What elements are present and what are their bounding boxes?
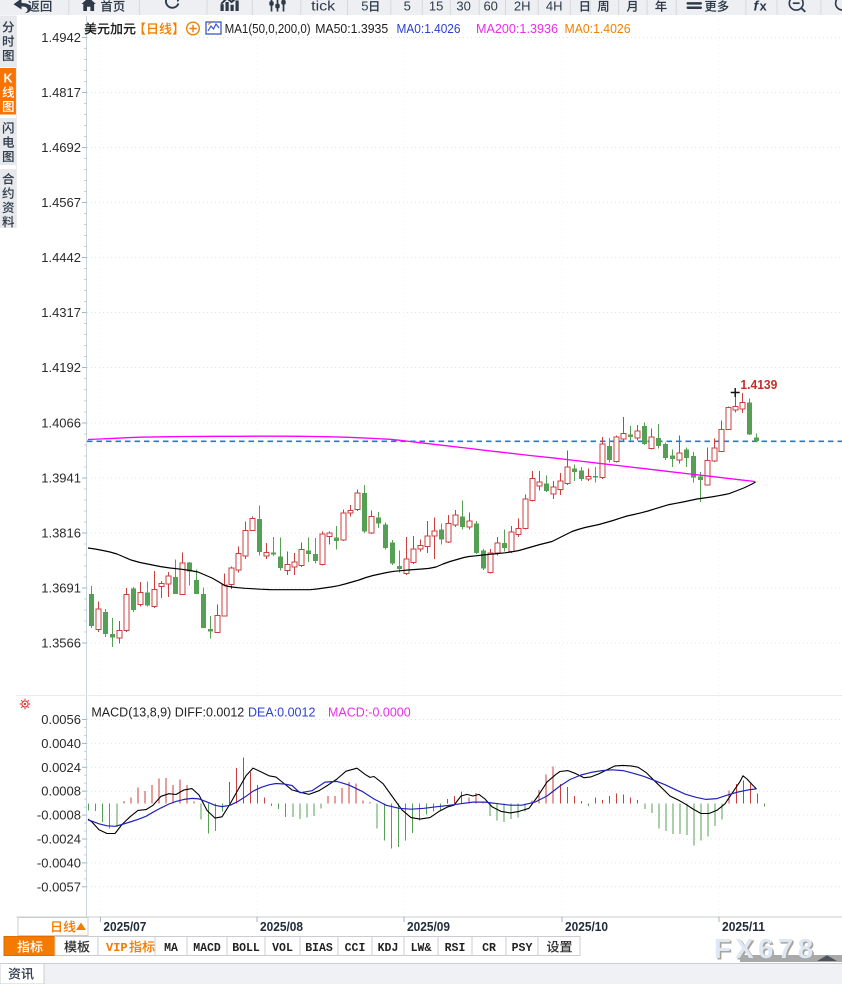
svg-text:BOLL: BOLL [232,942,260,955]
svg-text:1.4817: 1.4817 [41,85,81,100]
svg-text:1.4139: 1.4139 [740,377,777,392]
svg-text:60: 60 [483,0,497,14]
svg-text:VIP: VIP [106,941,128,955]
svg-text:MA0:1.4026: MA0:1.4026 [565,21,631,36]
svg-text:-0.0057: -0.0057 [37,879,81,894]
svg-text:KDJ: KDJ [378,942,399,955]
svg-text:PSY: PSY [512,942,533,955]
svg-text:0.0056: 0.0056 [41,712,81,727]
svg-text:MACD: MACD [193,942,221,955]
svg-text:1.4317: 1.4317 [41,305,81,320]
svg-text:1.3691: 1.3691 [41,581,81,596]
svg-text:1.4942: 1.4942 [41,30,81,45]
svg-text:2025/09: 2025/09 [407,920,450,934]
svg-text:1.3566: 1.3566 [41,636,81,651]
svg-text:MACD(13,8,9) DIFF:0.0012: MACD(13,8,9) DIFF:0.0012 [91,706,244,720]
svg-text:1.4066: 1.4066 [41,416,81,431]
svg-text:5: 5 [404,0,411,14]
svg-text:MA: MA [164,942,178,955]
svg-text:1.3941: 1.3941 [41,471,81,486]
svg-text:1.4692: 1.4692 [41,140,81,155]
svg-text:1.4442: 1.4442 [41,250,81,265]
svg-text:MA0:1.4026: MA0:1.4026 [397,21,461,36]
svg-text:2H: 2H [514,0,531,14]
svg-text:MACD:-0.0000: MACD:-0.0000 [328,706,411,720]
svg-text:2025/07: 2025/07 [103,920,146,934]
svg-text:30: 30 [456,0,470,14]
svg-text:f: f [754,0,760,14]
svg-text:0.0008: 0.0008 [41,784,81,799]
svg-text:2025/11: 2025/11 [722,920,765,934]
svg-text:-0.0040: -0.0040 [37,855,81,870]
svg-text:K: K [3,72,12,86]
svg-text:5: 5 [361,0,368,14]
svg-text:0.0024: 0.0024 [41,760,81,775]
svg-text:FX678: FX678 [714,933,818,964]
svg-text:1.4192: 1.4192 [41,360,81,375]
svg-text:MA200:1.3936: MA200:1.3936 [476,21,558,36]
svg-text:0.0040: 0.0040 [41,736,81,751]
svg-text:BIAS: BIAS [305,942,333,955]
svg-text:VOL: VOL [272,942,293,955]
svg-text:4H: 4H [546,0,563,14]
svg-text:RSI: RSI [445,942,466,955]
svg-text:2025/10: 2025/10 [565,920,608,934]
svg-text:LW&: LW& [411,942,432,955]
svg-text:-0.0024: -0.0024 [37,832,81,847]
svg-text:MA50:1.3935: MA50:1.3935 [315,21,388,36]
svg-text:x: x [760,0,768,14]
svg-text:-0.0008: -0.0008 [37,808,81,823]
svg-text:1.3816: 1.3816 [41,526,81,541]
svg-text:2025/08: 2025/08 [260,920,303,934]
svg-text:tick: tick [311,0,336,14]
svg-text:DEA:0.0012: DEA:0.0012 [248,706,315,720]
svg-text:1.4567: 1.4567 [41,195,81,210]
svg-text:CR: CR [482,942,496,955]
svg-text:15: 15 [429,0,443,14]
svg-text:MA1(50,0,200,0): MA1(50,0,200,0) [225,21,311,36]
svg-text:CCI: CCI [345,942,366,955]
